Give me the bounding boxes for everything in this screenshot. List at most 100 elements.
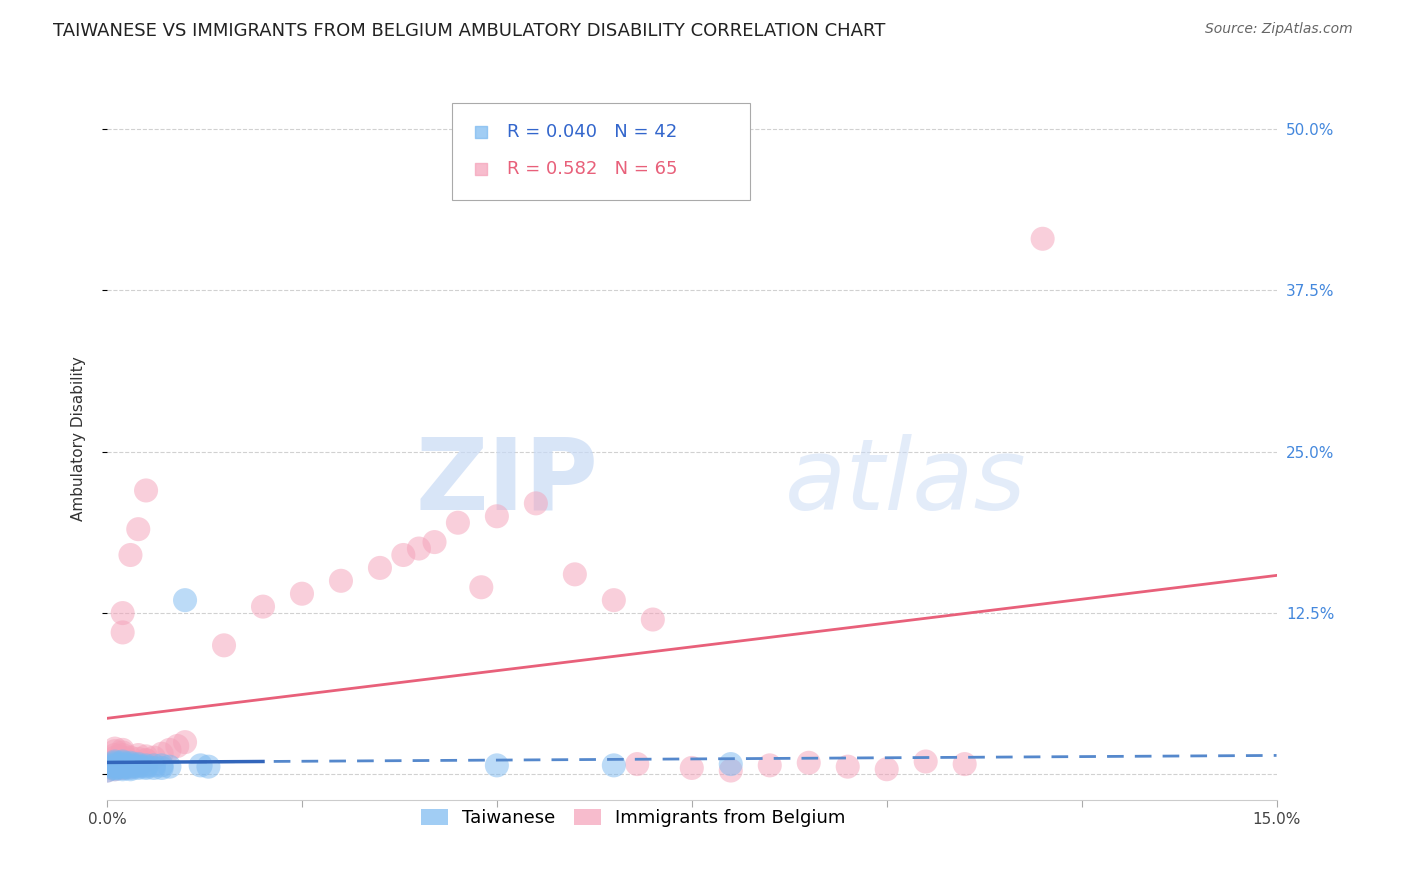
Point <box>120 758 142 772</box>
Point <box>720 764 742 778</box>
Point <box>104 762 127 776</box>
Point <box>603 758 626 772</box>
Point <box>104 757 127 772</box>
Point <box>104 753 127 767</box>
Point <box>127 761 149 775</box>
Point <box>120 757 142 772</box>
Point <box>104 755 127 769</box>
Point <box>104 758 127 772</box>
Point <box>111 750 134 764</box>
Text: atlas: atlas <box>786 434 1026 531</box>
Point <box>135 761 157 775</box>
Point <box>104 758 127 772</box>
Point <box>485 509 508 524</box>
Point <box>174 735 197 749</box>
Point <box>96 764 118 778</box>
Point <box>135 758 157 772</box>
Point <box>837 759 859 773</box>
Point <box>159 743 181 757</box>
Point <box>135 759 157 773</box>
Point <box>150 761 173 775</box>
Point <box>111 743 134 757</box>
Point <box>135 753 157 767</box>
Point <box>330 574 353 588</box>
Point <box>470 580 492 594</box>
Point <box>104 758 127 772</box>
Point <box>120 762 142 776</box>
Point <box>212 638 235 652</box>
Point <box>127 522 149 536</box>
Point <box>120 759 142 773</box>
Point <box>142 761 165 775</box>
Point <box>120 757 142 772</box>
Text: TAIWANESE VS IMMIGRANTS FROM BELGIUM AMBULATORY DISABILITY CORRELATION CHART: TAIWANESE VS IMMIGRANTS FROM BELGIUM AMB… <box>53 22 886 40</box>
Point <box>135 757 157 772</box>
Point <box>120 755 142 769</box>
Point <box>111 759 134 773</box>
Point <box>626 757 648 772</box>
Point <box>914 755 936 769</box>
Point <box>485 758 508 772</box>
Y-axis label: Ambulatory Disability: Ambulatory Disability <box>72 357 86 521</box>
Point <box>135 753 157 767</box>
Text: Source: ZipAtlas.com: Source: ZipAtlas.com <box>1205 22 1353 37</box>
Point <box>111 756 134 770</box>
Point <box>190 758 212 772</box>
Point <box>392 548 415 562</box>
Point <box>104 761 127 775</box>
Point <box>142 750 165 764</box>
Point <box>368 561 391 575</box>
Point <box>104 744 127 758</box>
Point <box>135 483 157 498</box>
Point <box>447 516 470 530</box>
Point <box>120 759 142 773</box>
Point <box>111 761 134 775</box>
Point <box>423 535 446 549</box>
Point <box>96 764 118 778</box>
Point <box>603 593 626 607</box>
Point <box>953 757 976 772</box>
Point <box>111 756 134 770</box>
Point <box>111 625 134 640</box>
Point <box>104 747 127 762</box>
Point <box>641 613 664 627</box>
Point <box>291 587 314 601</box>
Text: R = 0.582   N = 65: R = 0.582 N = 65 <box>508 161 678 178</box>
Point <box>797 756 820 770</box>
FancyBboxPatch shape <box>453 103 751 201</box>
Point <box>127 747 149 762</box>
Legend: Taiwanese, Immigrants from Belgium: Taiwanese, Immigrants from Belgium <box>413 802 853 835</box>
Point <box>135 749 157 764</box>
Point <box>120 761 142 775</box>
Point <box>111 753 134 767</box>
Point <box>524 496 547 510</box>
Point <box>111 755 134 769</box>
Point <box>758 758 780 772</box>
Point <box>104 759 127 773</box>
Point <box>104 741 127 756</box>
Point <box>111 747 134 762</box>
Point <box>120 756 142 770</box>
Point <box>150 758 173 772</box>
Point <box>104 762 127 776</box>
Text: ZIP: ZIP <box>415 434 598 531</box>
Point <box>111 762 134 776</box>
Point <box>150 747 173 761</box>
Point <box>104 750 127 764</box>
Point <box>720 757 742 772</box>
Point <box>127 752 149 766</box>
Point <box>159 759 181 773</box>
Point <box>111 758 134 772</box>
Point <box>564 567 586 582</box>
Point <box>876 762 898 776</box>
Point <box>120 548 142 562</box>
Point <box>174 593 197 607</box>
Point <box>104 759 127 773</box>
Point <box>166 739 188 753</box>
Point <box>111 757 134 772</box>
Point <box>104 756 127 770</box>
Point <box>127 758 149 772</box>
Text: R = 0.040   N = 42: R = 0.040 N = 42 <box>508 122 678 141</box>
Point <box>111 746 134 760</box>
Point <box>142 758 165 772</box>
